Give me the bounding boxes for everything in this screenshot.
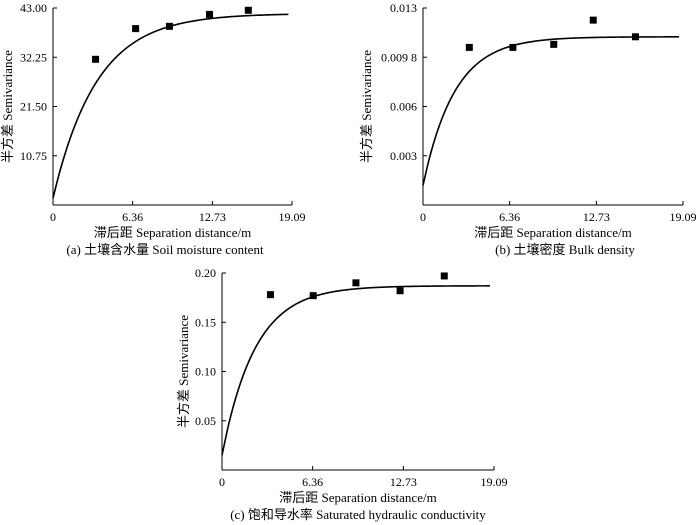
x-axis-title: 滞后距 Separation distance/m: [279, 490, 436, 505]
x-tick-label: 12.73: [583, 210, 610, 224]
x-tick-label: 6.36: [302, 475, 323, 489]
data-point: [205, 10, 213, 18]
x-tick-label: 6.36: [122, 210, 143, 224]
data-point: [396, 287, 404, 295]
y-tick-label: 0.15: [195, 315, 216, 329]
panel-caption: (a) 土壤含水量 Soil moisture content: [66, 242, 264, 257]
y-tick-label: 0.006: [390, 100, 417, 114]
data-point: [352, 279, 360, 287]
y-axis-title: 半方差 Semivariance: [0, 50, 15, 163]
chart-panel-b: 0 6.36 12.73 19.09 0.003 0.006 0.009 8 0.013 滞后距…: [359, 1, 697, 257]
x-tick-label: 19.09: [670, 210, 697, 224]
x-tick-label: 12.73: [199, 210, 226, 224]
data-point: [92, 55, 100, 63]
data-point: [440, 272, 448, 280]
chart-panel-c: 0 6.36 12.73 19.09 0.05 0.10 0.15 0.20 滞后距 Separ…: [176, 266, 508, 522]
model-curve: [422, 36, 680, 186]
x-tick-label: 0: [50, 210, 56, 224]
y-axis-title: 半方差 Semivariance: [176, 315, 191, 428]
data-point: [132, 25, 140, 33]
model-curve: [221, 285, 490, 456]
x-tick-label: 0: [420, 210, 426, 224]
data-point: [244, 6, 252, 14]
model-curve: [52, 13, 289, 199]
y-tick-label: 43.00: [20, 1, 47, 15]
x-tick-label: 19.09: [279, 210, 306, 224]
data-point: [309, 292, 317, 300]
y-tick-label: 0.009 8: [381, 50, 417, 64]
x-tick-label: 19.09: [481, 475, 508, 489]
data-point: [589, 16, 597, 24]
x-tick-label: 6.36: [499, 210, 520, 224]
x-tick-label: 12.73: [390, 475, 417, 489]
data-point: [266, 291, 274, 299]
data-point: [509, 43, 517, 51]
panel-caption: (b) 土壤密度 Bulk density: [495, 242, 635, 257]
y-tick-label: 0.003: [390, 149, 417, 163]
y-tick-label: 10.75: [20, 149, 47, 163]
y-tick-label: 0.05: [195, 414, 216, 428]
data-point: [550, 40, 558, 48]
y-tick-label: 32.25: [20, 50, 47, 64]
x-axis-title: 滞后距 Separation distance/m: [94, 225, 251, 240]
y-tick-label: 0.013: [390, 1, 417, 15]
y-tick-label: 21.50: [20, 100, 47, 114]
y-tick-label: 0.20: [195, 266, 216, 280]
panel-caption: (c) 饱和导水率 Saturated hydraulic conductivi…: [230, 507, 486, 522]
data-point: [631, 33, 639, 41]
data-point: [165, 22, 173, 30]
y-tick-label: 0.10: [195, 365, 216, 379]
chart-panel-a: 0 6.36 12.73 19.09 10.75 21.50 32.25 43.00 滞后距 S…: [0, 1, 306, 257]
y-axis-title: 半方差 Semivariance: [359, 50, 374, 163]
data-point: [465, 43, 473, 51]
x-tick-label: 0: [219, 475, 225, 489]
x-axis-title: 滞后距 Separation distance/m: [474, 225, 631, 240]
